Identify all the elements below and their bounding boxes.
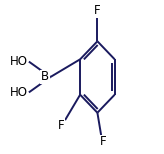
Text: HO: HO <box>10 55 28 68</box>
Text: HO: HO <box>10 86 28 99</box>
Text: B: B <box>41 71 49 83</box>
Text: F: F <box>57 119 64 132</box>
Text: F: F <box>94 4 101 17</box>
Text: F: F <box>100 135 107 148</box>
